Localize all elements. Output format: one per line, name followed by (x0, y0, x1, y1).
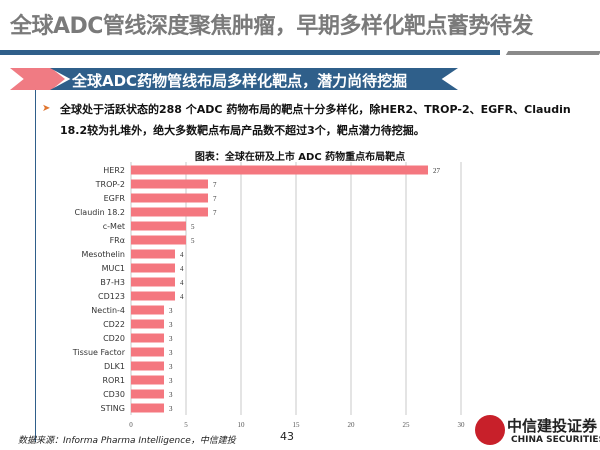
data-label: 3 (169, 307, 173, 315)
bar (131, 165, 428, 175)
category-label: Nectin-4 (91, 306, 125, 315)
data-label: 3 (169, 377, 173, 385)
data-label: 3 (169, 349, 173, 357)
data-label: 7 (213, 209, 217, 217)
category-label: CD20 (103, 334, 125, 343)
data-label: 3 (169, 335, 173, 343)
company-logo: 中信建投证券 CHINA SECURITIES (475, 415, 600, 450)
data-label: 4 (180, 293, 184, 301)
category-label: Tissue Factor (72, 348, 126, 357)
category-label: STING (100, 404, 125, 413)
data-label: 5 (191, 223, 195, 231)
data-label: 27 (433, 167, 441, 175)
banner-chevron (10, 68, 65, 90)
bar (131, 221, 186, 231)
category-label: TROP-2 (95, 180, 125, 189)
category-label: Claudin 18.2 (74, 208, 125, 217)
category-label: HER2 (103, 166, 125, 175)
x-tick-label: 0 (129, 421, 133, 429)
bar (131, 403, 164, 413)
category-label: B7-H3 (100, 278, 125, 287)
bar (131, 347, 164, 357)
data-label: 3 (169, 405, 173, 413)
bar (131, 291, 175, 301)
bar (131, 361, 164, 371)
bullet-arrow-icon: ➤ (42, 103, 51, 114)
x-tick-label: 5 (184, 421, 188, 429)
category-label: Mesothelin (81, 250, 125, 259)
section-banner: 全球ADC药物管线布局多样化靶点，潜力尚待挖掘 (50, 68, 458, 90)
bar (131, 179, 208, 189)
category-label: FRα (110, 236, 125, 245)
bar (131, 235, 186, 245)
chart-title: 图表：全球在研及上市 ADC 药物重点布局靶点 (194, 152, 406, 163)
banner-text: 全球ADC药物管线布局多样化靶点，潜力尚待挖掘 (72, 72, 408, 90)
category-label: ROR1 (102, 376, 125, 385)
bar (131, 319, 164, 329)
x-tick-label: 10 (238, 421, 246, 429)
source-note: 数据来源：Informa Pharma Intelligence，中信建投 (18, 436, 236, 446)
category-label: EGFR (104, 194, 126, 203)
data-label: 3 (169, 321, 173, 329)
data-label: 7 (213, 181, 217, 189)
category-label: c-Met (103, 222, 125, 231)
bar (131, 375, 164, 385)
logo-emblem-icon (475, 415, 505, 445)
x-tick-label: 15 (293, 421, 301, 429)
bar (131, 249, 175, 259)
bar (131, 207, 208, 217)
x-tick-label: 20 (348, 421, 356, 429)
bar (131, 305, 164, 315)
logo-cn: 中信建投证券 (507, 417, 598, 435)
x-tick-label: 25 (403, 421, 411, 429)
bar (131, 193, 208, 203)
page-number: 43 (280, 430, 294, 443)
slide-title: 全球ADC管线深度聚焦肿瘤，早期多样化靶点蓄势待发 (10, 14, 533, 39)
data-label: 4 (180, 279, 184, 287)
x-tick-label: 30 (458, 421, 466, 429)
category-label: MUC1 (102, 264, 125, 273)
category-label: DLK1 (104, 362, 125, 371)
logo-en: CHINA SECURITIES (511, 435, 600, 445)
data-label: 3 (169, 391, 173, 399)
category-label: CD123 (98, 292, 125, 301)
data-label: 5 (191, 237, 195, 245)
category-label: CD30 (103, 390, 125, 399)
bar (131, 389, 164, 399)
data-label: 7 (213, 195, 217, 203)
category-label: CD22 (103, 320, 125, 329)
data-label: 4 (180, 265, 184, 273)
bar (131, 333, 164, 343)
bar (131, 263, 175, 273)
bar (131, 277, 175, 287)
data-label: 4 (180, 251, 184, 259)
left-rule (35, 90, 36, 442)
divider-blue (0, 50, 500, 55)
bullet-text: 全球处于活跃状态的288 个ADC 药物布局的靶点十分多样化，除HER2、TRO… (60, 103, 571, 137)
data-label: 3 (169, 363, 173, 371)
